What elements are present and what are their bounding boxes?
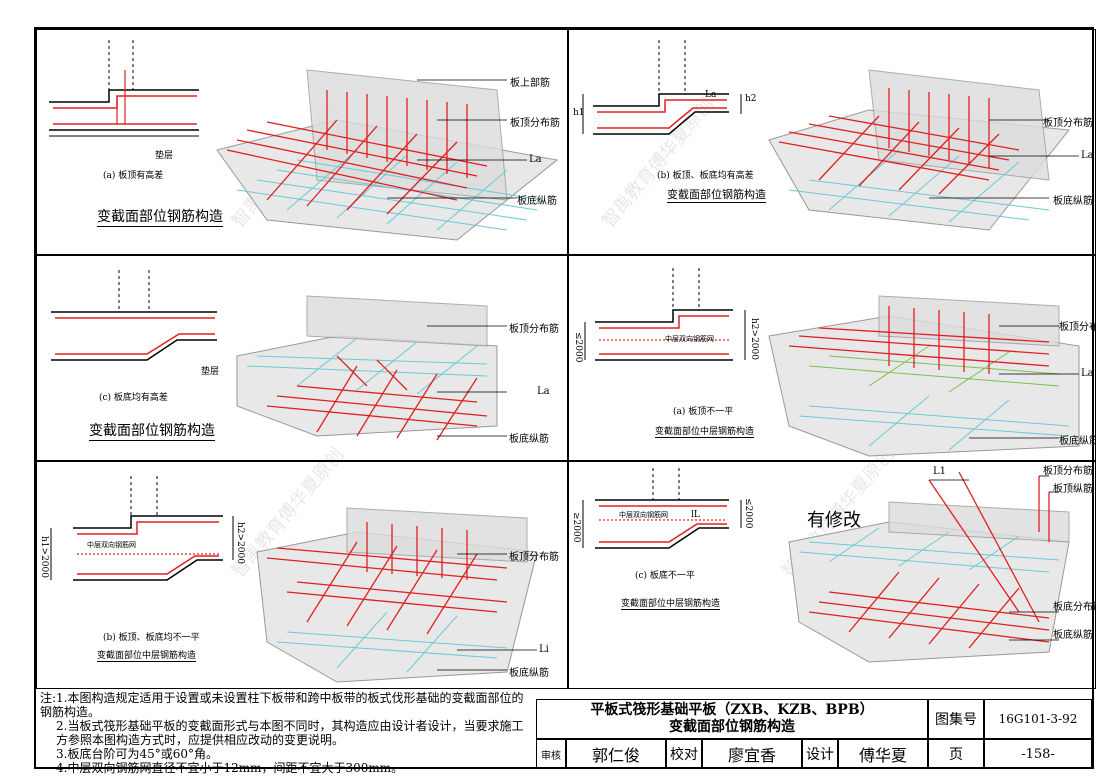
label-li: Li bbox=[539, 644, 549, 655]
page-label: 页 bbox=[928, 739, 984, 769]
drawing-title: 平板式筏形基础平板（ZXB、KZB、BPB） 变截面部位钢筋构造 bbox=[536, 699, 928, 739]
panel-c-drawing bbox=[51, 270, 507, 441]
note-3: 3.板底台阶可为45°或60°角。 bbox=[56, 747, 218, 761]
panel-c-bottom-step: 板顶分布筋 La 板底纵筋 垫层 (c) 板底均有高差 变截面部位钢筋构造 bbox=[36, 255, 568, 461]
panel-e-top-bottom-uneven: h1>2000 h2>2000 中层双向钢筋网 板顶分布筋 Li 板底纵筋 (b… bbox=[36, 461, 568, 689]
dim-ll: lL bbox=[691, 510, 700, 520]
label-bedding: 垫层 bbox=[155, 151, 174, 161]
note-2: 2.当板式筏形基础平板的变截面形式与本图不同时，其构造应由设计者设计，当要求施工… bbox=[56, 719, 524, 747]
check-label: 校对 bbox=[666, 739, 702, 769]
panel-a-drawing bbox=[49, 40, 559, 241]
dim-ge-2000: ≥2000 bbox=[571, 512, 581, 543]
label-top-distribution: 板顶分布筋 bbox=[510, 118, 560, 129]
mid-mesh-label: 中层双向钢筋网 bbox=[665, 335, 714, 343]
label-bottom-longitudinal: 板底纵筋 bbox=[1053, 630, 1093, 641]
panel-f-drawing bbox=[582, 468, 1070, 663]
label-top-distribution: 板顶分布筋 bbox=[509, 324, 559, 335]
review-label: 审核 bbox=[536, 739, 566, 769]
label-l1: L1 bbox=[933, 466, 947, 477]
label-top-distribution: 板顶分布筋 bbox=[509, 552, 559, 563]
panel-caption: (c) 板底均有高差 bbox=[99, 393, 168, 403]
dim-h1-gt-2000: h1>2000 bbox=[39, 536, 49, 578]
panel-title: 变截面部位中层钢筋构造 bbox=[621, 596, 721, 610]
panel-b-drawing bbox=[582, 40, 1079, 231]
label-la: La bbox=[1081, 150, 1094, 161]
checker-name: 廖宜香 bbox=[702, 739, 802, 769]
mid-mesh-label: 中层双向钢筋网 bbox=[619, 511, 668, 519]
label-bottom-longitudinal: 板底纵筋 bbox=[509, 434, 549, 445]
panel-d-drawing bbox=[584, 268, 1080, 457]
panel-title: 变截面部位钢筋构造 bbox=[97, 206, 223, 227]
panel-a-top-step: 板上部筋 板顶分布筋 La 板底纵筋 垫层 (a) 板顶有高差 变截面部位钢筋构… bbox=[36, 29, 568, 255]
label-bottom-longitudinal: 板底纵筋 bbox=[509, 668, 549, 679]
panel-caption: (a) 板顶不一平 bbox=[673, 407, 734, 417]
dim-la: La bbox=[705, 90, 717, 100]
dim-h2-gt-2000: h2>2000 bbox=[235, 522, 245, 564]
label-bottom-longitudinal: 板底纵筋 bbox=[1053, 196, 1093, 207]
panel-f-bottom-uneven: 有修改 L1 板顶分布筋 板顶纵筋 板底分布筋 板底纵筋 ≥2000 ≤2000… bbox=[568, 461, 1096, 689]
panel-title: 变截面部位钢筋构造 bbox=[667, 188, 766, 203]
label-la: La bbox=[529, 154, 542, 165]
panel-b-top-bottom-step: h1 h2 La 板顶分布筋 La 板底纵筋 (b) 板顶、板底均有高差 变截面… bbox=[568, 29, 1096, 255]
dim-h1: h1 bbox=[573, 108, 585, 118]
panel-title: 变截面部位钢筋构造 bbox=[89, 420, 215, 441]
page-number: -158- bbox=[984, 739, 1092, 769]
notes: 注:1.本图构造规定适用于设置或未设置柱下板带和跨中板带的板式伐形基础的变截面部… bbox=[36, 689, 536, 775]
panel-title: 变截面部位中层钢筋构造 bbox=[655, 424, 755, 438]
label-bottom-longitudinal: 板底纵筋 bbox=[1059, 436, 1096, 447]
dim-h2: h2 bbox=[745, 94, 757, 104]
panel-e-drawing bbox=[50, 476, 538, 683]
panel-caption: (a) 板顶有高差 bbox=[103, 171, 164, 181]
label-la: La bbox=[537, 386, 550, 397]
label-top-distribution: 板顶分布筋 bbox=[1043, 466, 1093, 477]
dim-h2-gt-2000: h2>2000 bbox=[749, 318, 759, 360]
label-top-distribution: 板顶分布筋 bbox=[1043, 118, 1093, 129]
modified-note: 有修改 bbox=[807, 510, 861, 531]
atlas-label: 图集号 bbox=[928, 699, 984, 739]
note-1: 注:1.本图构造规定适用于设置或未设置柱下板带和跨中板带的板式伐形基础的变截面部… bbox=[40, 691, 524, 719]
atlas-number: 16G101-3-92 bbox=[984, 699, 1092, 739]
label-bottom-distribution: 板底分布筋 bbox=[1053, 602, 1095, 613]
dim-le-2000: ≤2000 bbox=[573, 332, 583, 363]
panel-d-top-uneven: ≤2000 h2>2000 中层双向钢筋网 板顶分布筋 La 板底纵筋 (a) … bbox=[568, 255, 1096, 461]
label-bottom-longitudinal: 板底纵筋 bbox=[517, 196, 557, 207]
label-top-longitudinal: 板顶纵筋 bbox=[1053, 484, 1093, 495]
label-top-rebar: 板上部筋 bbox=[510, 78, 550, 89]
panel-caption: (b) 板顶、板底均有高差 bbox=[657, 171, 754, 181]
design-label: 设计 bbox=[802, 739, 838, 769]
panel-title: 变截面部位中层钢筋构造 bbox=[97, 648, 197, 662]
panel-caption: (c) 板底不一平 bbox=[635, 571, 695, 581]
dim-le-2000: ≤2000 bbox=[743, 498, 753, 529]
drawing-title-line-1: 平板式筏形基础平板（ZXB、KZB、BPB） bbox=[590, 702, 874, 718]
designer-name: 傅华夏 bbox=[838, 739, 928, 769]
label-top-distribution: 板顶分布筋 bbox=[1059, 322, 1095, 333]
label-bedding: 垫层 bbox=[201, 367, 220, 377]
title-block: 平板式筏形基础平板（ZXB、KZB、BPB） 变截面部位钢筋构造 图集号 16G… bbox=[536, 689, 1094, 769]
mid-mesh-label: 中层双向钢筋网 bbox=[87, 541, 136, 549]
drawing-title-line-2: 变截面部位钢筋构造 bbox=[669, 719, 795, 735]
note-4: 4.中层双向钢筋网直径不宜小于12mm，间距不宜大于300mm。 bbox=[56, 761, 404, 775]
label-la: La bbox=[1081, 368, 1094, 379]
reviewer-name: 郭仁俊 bbox=[566, 739, 666, 769]
drawing-sheet: 智禹教育傅华夏原创 智禹教育傅华夏原创 智禹教育傅华夏原创 智禹教育傅华夏原创 bbox=[34, 27, 1096, 775]
panel-caption: (b) 板顶、板底均不一平 bbox=[103, 633, 200, 643]
